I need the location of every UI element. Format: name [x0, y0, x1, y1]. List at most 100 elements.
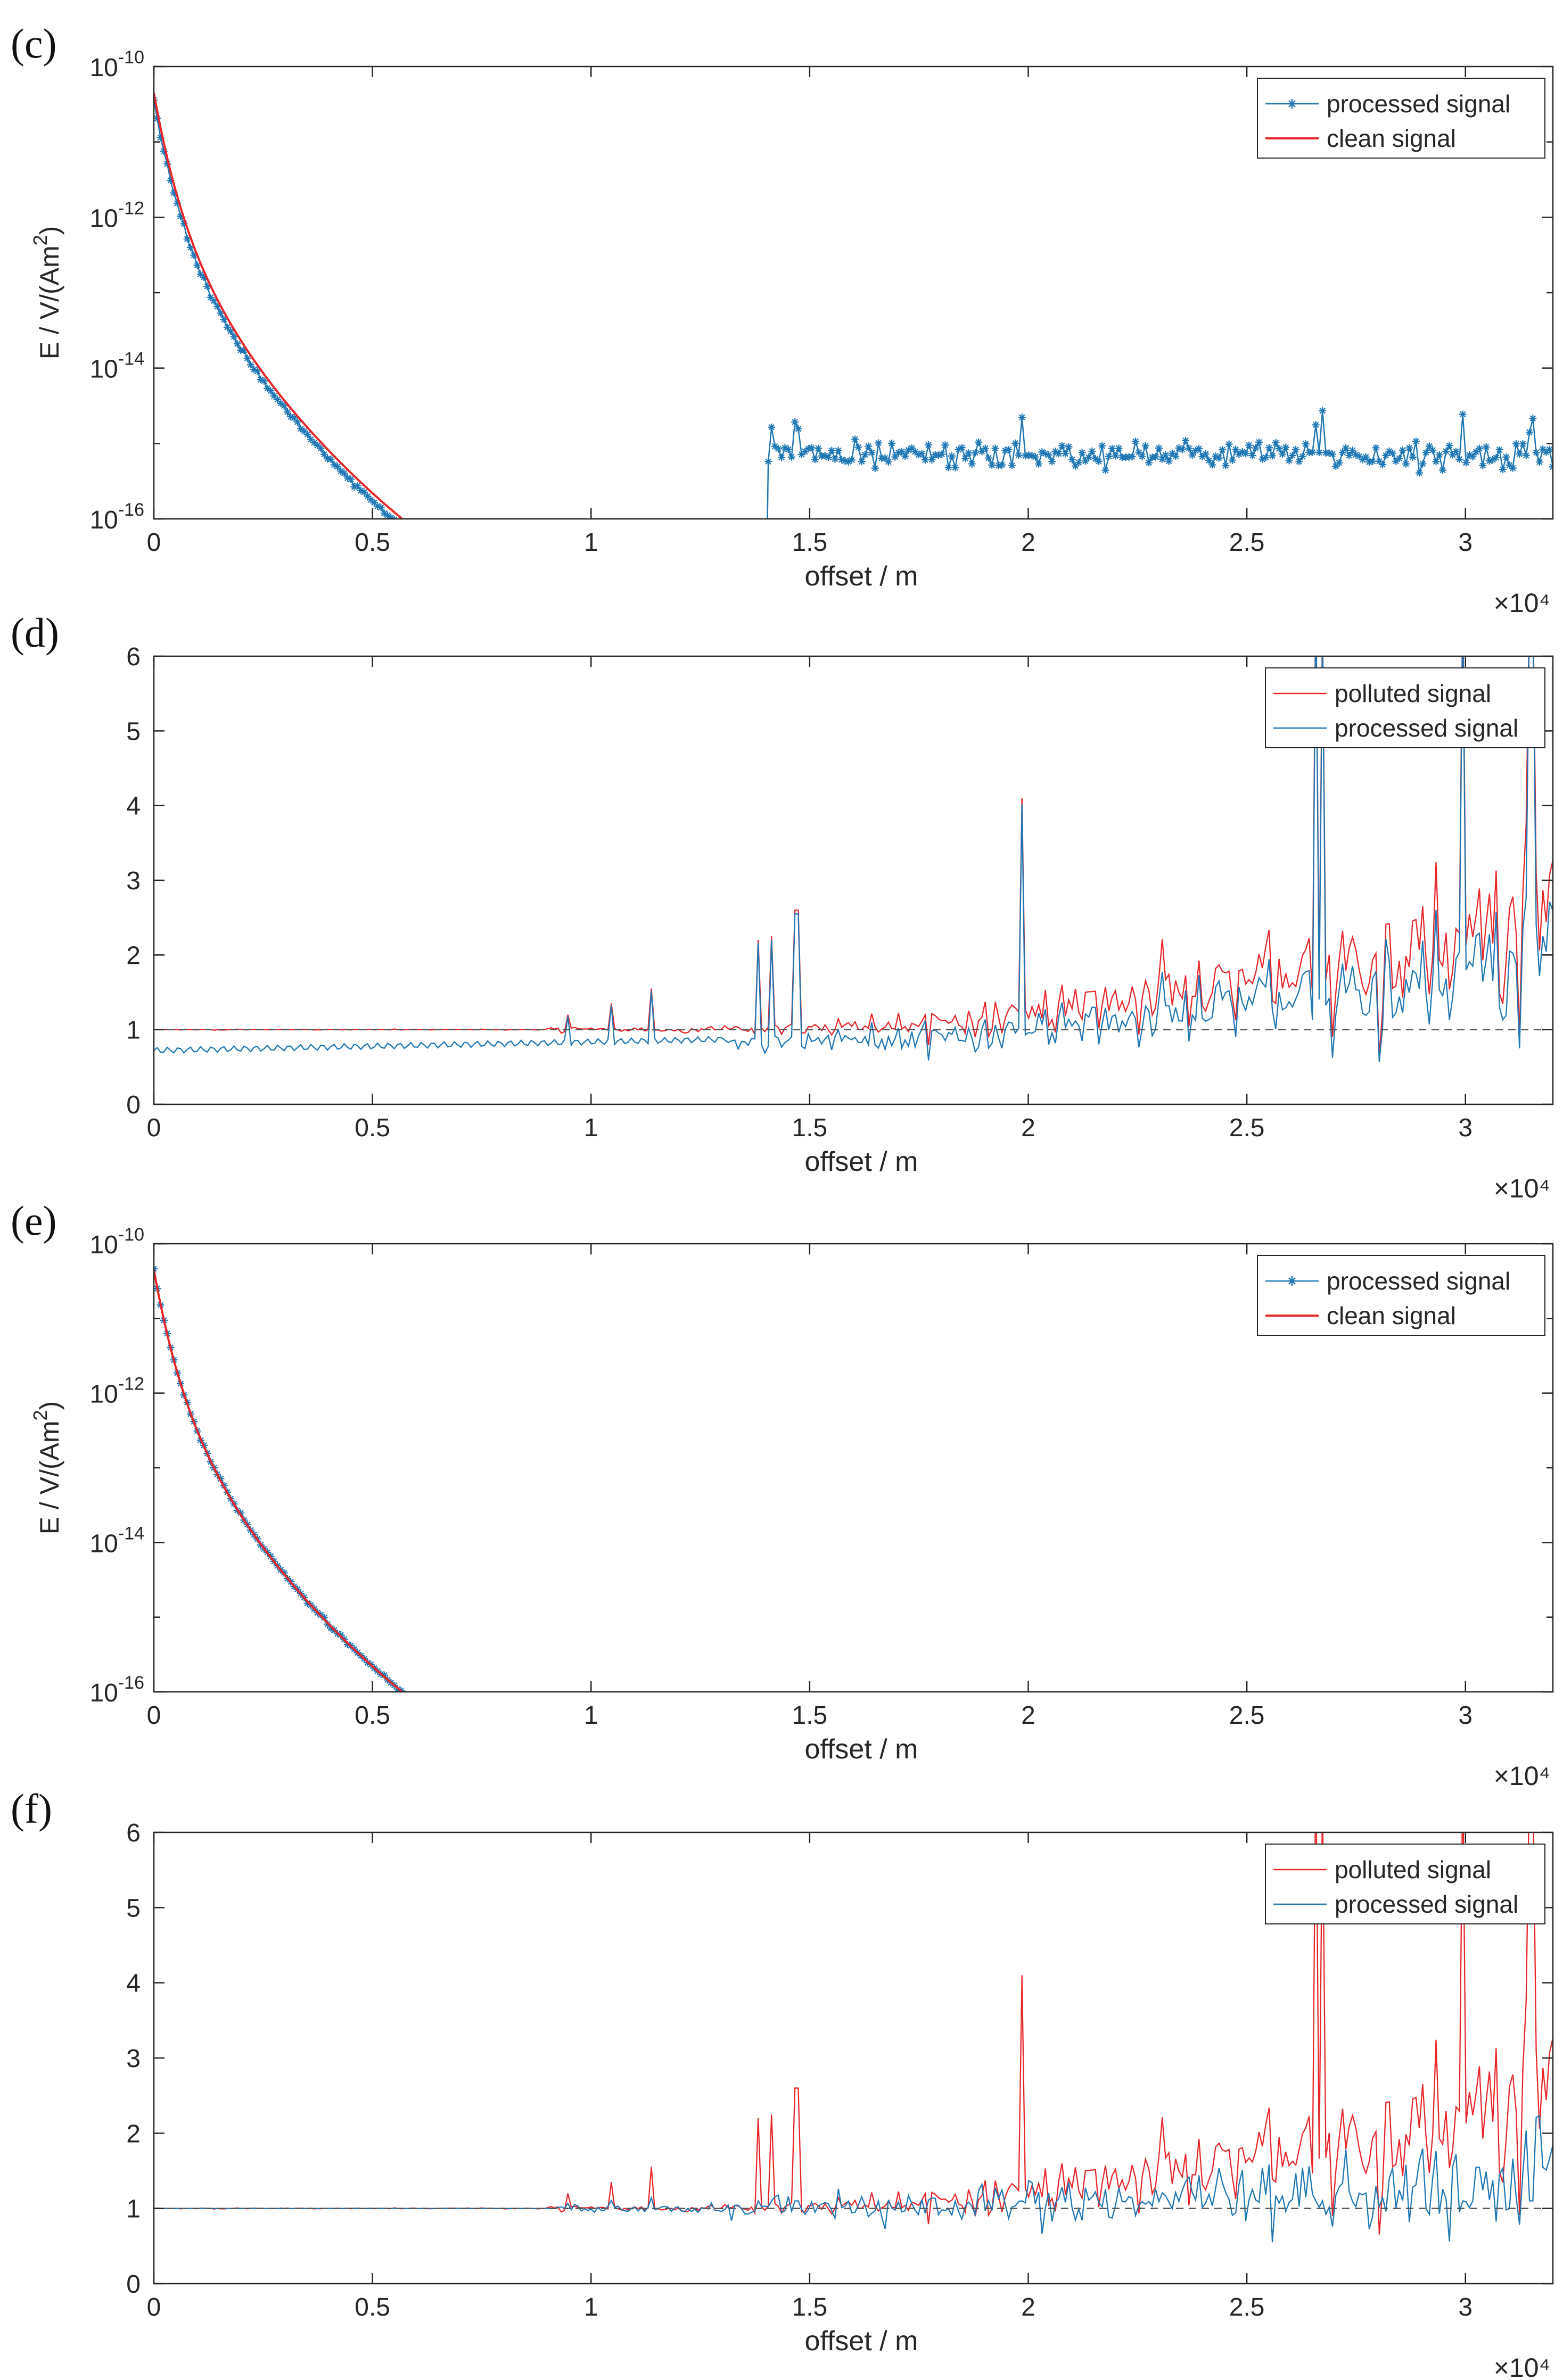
processed-marker	[848, 456, 855, 464]
processed-marker	[1105, 452, 1113, 460]
processed-marker	[815, 1863, 822, 1871]
processed-marker	[614, 649, 622, 657]
processed-marker	[835, 1864, 842, 1871]
processed-marker	[764, 1857, 772, 1865]
processed-marker	[761, 1852, 769, 1860]
processed-marker	[758, 1845, 766, 1852]
processed-marker	[1385, 447, 1393, 455]
processed-marker	[738, 698, 745, 705]
processed-marker	[1051, 448, 1059, 456]
processed-marker	[1255, 438, 1263, 446]
processed-marker	[330, 461, 338, 469]
processed-marker	[517, 606, 525, 614]
processed-marker	[1222, 1904, 1229, 1911]
processed-marker	[858, 1865, 866, 1873]
processed-marker	[457, 1732, 465, 1740]
processed-marker	[1476, 444, 1484, 452]
processed-marker	[968, 460, 976, 468]
processed-marker	[1522, 451, 1530, 459]
processed-marker	[494, 591, 501, 598]
processed-marker	[1285, 457, 1293, 465]
processed-marker	[253, 367, 261, 375]
processed-marker	[1412, 437, 1420, 445]
processed-marker	[1195, 445, 1203, 453]
processed-marker	[557, 1790, 565, 1798]
processed-marker	[1509, 1990, 1517, 1998]
processed-marker	[314, 441, 322, 449]
processed-marker	[781, 1852, 788, 1860]
processed-marker	[1172, 1887, 1179, 1895]
processed-marker	[644, 1822, 652, 1830]
processed-marker	[528, 1775, 535, 1782]
x-tick-label: 2	[1021, 2293, 1035, 2321]
processed-marker	[838, 456, 846, 464]
processed-marker	[1439, 1971, 1446, 1978]
processed-marker	[260, 377, 268, 385]
processed-marker	[751, 684, 759, 692]
processed-marker	[1225, 440, 1233, 448]
y-tick-label: 10-14	[89, 1523, 144, 1558]
processed-marker	[618, 1814, 625, 1822]
processed-marker	[878, 1862, 885, 1869]
processed-marker	[1191, 447, 1199, 454]
processed-marker	[941, 1867, 949, 1875]
series-processed-line	[154, 656, 1553, 1062]
processed-marker	[1245, 441, 1253, 449]
processed-marker	[1192, 1900, 1199, 1908]
y-tick-label: 10-12	[89, 1374, 144, 1409]
processed-marker	[1379, 1939, 1386, 1947]
processed-marker	[1015, 451, 1023, 459]
processed-marker	[688, 674, 695, 681]
processed-marker	[524, 607, 531, 615]
chart-panel-1: (d) 0 0.5 1 1.5 2 2.5 3 offset / m ×10⁴ 0 1 2 3 4 5 6 pol…	[11, 609, 1554, 1203]
processed-marker	[968, 1876, 976, 1883]
processed-marker	[955, 1864, 963, 1872]
processed-marker	[975, 1879, 982, 1887]
processed-marker	[1539, 445, 1547, 453]
processed-marker	[1369, 457, 1377, 465]
processed-marker	[374, 502, 382, 510]
processed-marker	[597, 643, 605, 650]
processed-marker	[1245, 1889, 1253, 1897]
processed-marker	[1432, 1965, 1439, 1972]
processed-marker	[484, 1749, 491, 1756]
processed-marker	[1011, 439, 1019, 447]
processed-marker	[741, 1847, 748, 1854]
processed-marker	[741, 698, 748, 706]
processed-marker	[828, 1857, 835, 1865]
processed-marker	[1509, 464, 1517, 472]
processed-marker	[938, 450, 946, 458]
processed-marker	[1035, 460, 1043, 468]
processed-marker	[277, 399, 285, 407]
processed-marker	[915, 451, 923, 459]
legend-box	[1257, 78, 1545, 159]
processed-marker	[581, 633, 588, 641]
processed-marker	[944, 464, 952, 472]
processed-marker	[1212, 452, 1220, 460]
processed-marker	[544, 618, 552, 626]
processed-marker	[1545, 445, 1553, 453]
legend-label-processed: processed signal	[1335, 714, 1518, 742]
y-tick-label: 1	[126, 2195, 141, 2224]
processed-marker	[1439, 466, 1447, 474]
processed-marker	[1075, 459, 1083, 467]
x-tick-label: 0.5	[355, 528, 390, 557]
processed-marker	[1372, 1924, 1380, 1931]
processed-marker	[1405, 444, 1413, 452]
processed-marker	[648, 627, 655, 634]
processed-marker	[1148, 1886, 1156, 1893]
processed-marker	[340, 469, 348, 477]
processed-marker	[1129, 1877, 1136, 1884]
processed-marker	[911, 1874, 919, 1882]
processed-marker	[751, 1855, 759, 1862]
processed-marker	[1419, 1950, 1426, 1957]
processed-marker	[1485, 457, 1493, 465]
y-axis-label: E / V/(Am2)	[29, 226, 64, 360]
processed-marker	[1139, 1899, 1146, 1907]
processed-marker	[320, 1614, 328, 1622]
processed-marker	[621, 1815, 628, 1822]
processed-marker	[517, 1770, 525, 1778]
y-tick-label: 6	[126, 1819, 141, 1847]
x-tick-label: 3	[1458, 1701, 1472, 1730]
y-tick-label: 5	[126, 1894, 141, 1922]
